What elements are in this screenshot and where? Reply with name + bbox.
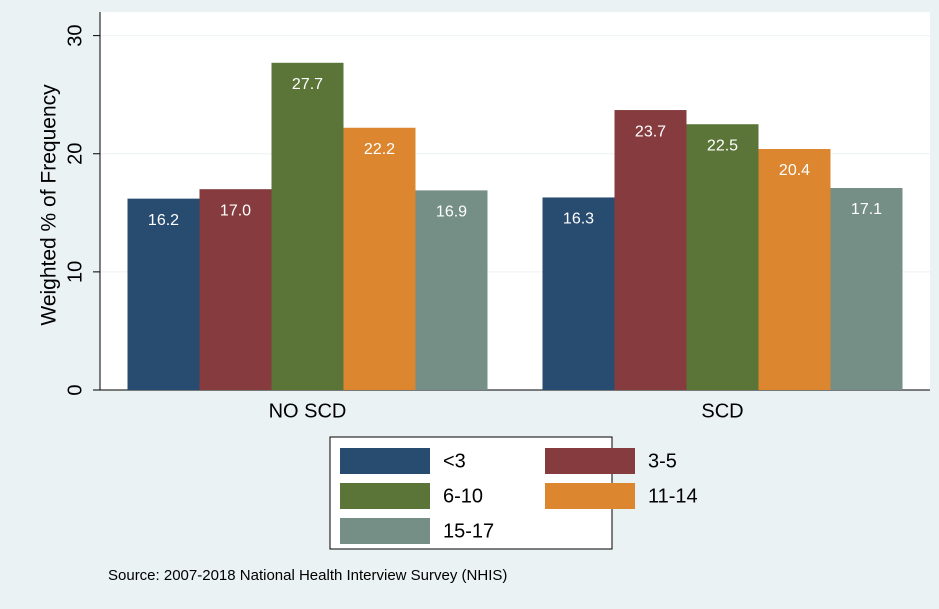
y-axis-label: Weighted % of Frequency xyxy=(38,84,61,326)
legend-label: 3-5 xyxy=(648,450,677,472)
legend-label: 11-14 xyxy=(648,485,698,507)
value-label: 17.0 xyxy=(220,202,251,219)
bar xyxy=(271,62,344,390)
value-label: 16.2 xyxy=(148,212,179,229)
legend-swatch xyxy=(545,448,635,474)
x-tick-label: SCD xyxy=(701,400,743,422)
note: Source: 2007-2018 National Health Interv… xyxy=(108,567,507,584)
value-label: 27.7 xyxy=(292,76,323,93)
value-label: 16.9 xyxy=(436,204,467,221)
legend-label: 6-10 xyxy=(443,485,483,507)
bar xyxy=(830,188,903,390)
bar xyxy=(542,197,615,390)
bar xyxy=(199,189,272,390)
legend-label: 15-17 xyxy=(443,520,494,542)
bar xyxy=(415,190,488,390)
x-tick-label: NO SCD xyxy=(269,400,347,422)
legend-swatch xyxy=(340,518,430,544)
bar xyxy=(127,198,200,390)
legend-label: <3 xyxy=(443,450,466,472)
bar xyxy=(686,124,759,390)
value-label: 20.4 xyxy=(779,162,810,179)
bar xyxy=(343,127,416,390)
bar xyxy=(758,149,831,390)
value-label: 17.1 xyxy=(851,201,882,218)
legend-swatch xyxy=(340,483,430,509)
value-label: 16.3 xyxy=(563,211,594,228)
y-tick-label: 0 xyxy=(64,384,86,395)
legend-swatch xyxy=(545,483,635,509)
value-label: 22.5 xyxy=(707,137,738,154)
bar xyxy=(614,110,687,390)
y-tick-label: 10 xyxy=(64,261,86,283)
y-tick-label: 30 xyxy=(64,25,86,47)
value-label: 22.2 xyxy=(364,141,395,158)
value-label: 23.7 xyxy=(635,123,666,140)
y-tick-label: 20 xyxy=(64,143,86,165)
legend-swatch xyxy=(340,448,430,474)
